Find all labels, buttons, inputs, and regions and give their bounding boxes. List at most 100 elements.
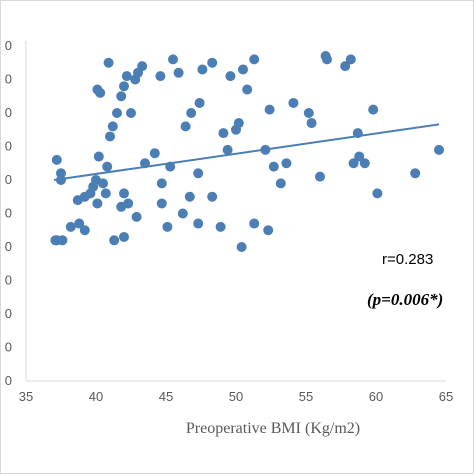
x-tick-label: 55 <box>299 389 313 404</box>
data-point <box>207 191 218 202</box>
y-tick-label: 0 <box>5 306 12 321</box>
data-point <box>107 121 118 132</box>
data-point <box>100 188 111 199</box>
data-point <box>57 235 68 246</box>
points-layer <box>50 51 444 252</box>
x-tick-label: 45 <box>159 389 173 404</box>
data-point <box>193 168 204 179</box>
data-point <box>140 158 150 169</box>
data-point <box>56 175 66 185</box>
y-tick-label: 0 <box>5 373 12 388</box>
data-point <box>116 91 127 102</box>
data-point <box>177 208 188 219</box>
x-tick-label: 35 <box>19 389 33 404</box>
data-point <box>186 108 197 118</box>
data-point <box>249 218 260 229</box>
data-point <box>103 57 114 68</box>
data-point <box>121 71 132 82</box>
data-point <box>126 108 136 118</box>
r-annotation: r=0.283 <box>382 251 433 268</box>
data-point <box>410 168 421 179</box>
data-point <box>168 54 178 65</box>
data-point <box>372 188 383 199</box>
y-tick-label: 0 <box>5 38 12 53</box>
data-point <box>236 242 247 252</box>
data-point <box>263 225 274 236</box>
trendline <box>53 123 440 181</box>
data-point <box>173 67 184 78</box>
data-point <box>207 57 218 68</box>
data-point <box>102 161 113 172</box>
x-tick-label: 40 <box>89 389 103 404</box>
data-point <box>137 61 148 72</box>
axes-layer: 35 40 45 50 55 60 65 0 0 0 0 0 0 0 0 0 0 0 <box>5 38 453 404</box>
data-point <box>275 178 286 189</box>
data-point <box>249 54 260 65</box>
data-point <box>218 128 229 139</box>
data-point <box>155 71 166 82</box>
data-point <box>233 118 244 129</box>
data-point <box>281 158 292 169</box>
data-point <box>352 128 363 139</box>
data-point <box>222 144 233 155</box>
data-point <box>184 191 195 202</box>
data-point <box>74 218 85 229</box>
data-point <box>238 64 248 75</box>
data-point <box>303 108 314 118</box>
y-tick-label: 0 <box>5 340 12 355</box>
data-point <box>180 121 191 132</box>
data-point <box>368 104 379 115</box>
data-point <box>345 54 356 65</box>
data-point <box>268 161 279 172</box>
data-point <box>131 211 142 222</box>
data-point <box>119 188 129 199</box>
x-tick-label: 65 <box>439 389 453 404</box>
y-tick-label: 0 <box>5 105 12 120</box>
data-point <box>193 218 204 229</box>
data-point <box>156 198 167 209</box>
p-annotation: (p=0.006*) <box>367 290 443 309</box>
y-tick-label: 0 <box>5 72 12 87</box>
data-point <box>340 61 351 72</box>
data-point <box>242 84 253 95</box>
x-axis-label: Preoperative BMI (Kg/m2) <box>186 420 360 437</box>
data-point <box>322 54 332 65</box>
data-point <box>109 235 120 246</box>
data-point <box>119 231 129 242</box>
data-point <box>260 144 271 155</box>
data-point <box>149 148 160 159</box>
data-point <box>306 118 317 129</box>
data-point <box>123 198 134 209</box>
data-point <box>112 108 122 118</box>
data-point <box>197 64 208 75</box>
data-point <box>72 195 83 206</box>
data-point <box>288 97 299 108</box>
data-point <box>348 158 359 169</box>
y-tick-label: 0 <box>5 239 12 254</box>
x-tick-label: 50 <box>229 389 243 404</box>
trendline-layer <box>53 123 440 181</box>
data-point <box>165 161 176 172</box>
y-tick-label: 0 <box>5 139 12 154</box>
data-point <box>315 171 325 182</box>
data-point <box>93 151 104 162</box>
data-point <box>105 131 115 142</box>
data-point <box>79 225 90 236</box>
data-point <box>194 97 205 108</box>
data-point <box>65 221 76 232</box>
data-point <box>215 221 226 232</box>
data-point <box>156 178 167 189</box>
data-point <box>434 144 444 155</box>
data-point <box>354 151 365 162</box>
data-point <box>92 84 103 95</box>
data-point <box>264 104 275 115</box>
data-point <box>119 81 129 92</box>
data-point <box>359 158 370 169</box>
y-tick-label: 0 <box>5 206 12 221</box>
data-point <box>51 154 62 165</box>
data-point <box>92 198 103 209</box>
x-tick-label: 60 <box>369 389 383 404</box>
y-tick-label: 0 <box>5 172 12 187</box>
